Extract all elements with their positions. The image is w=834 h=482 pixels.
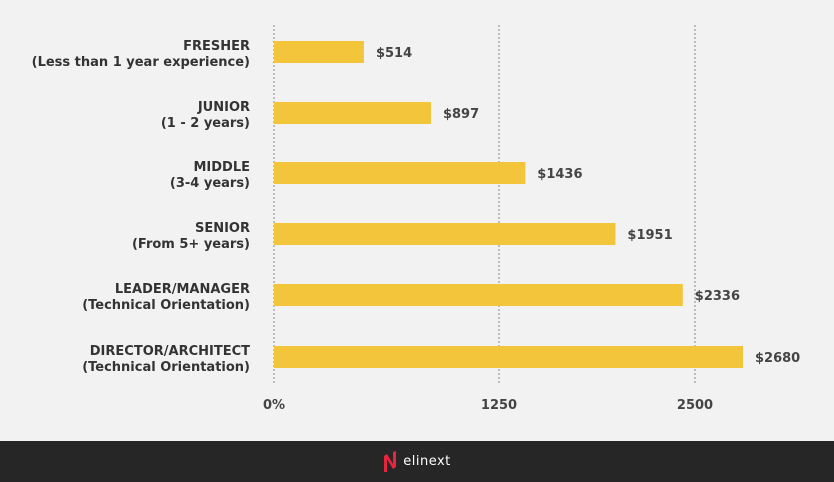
value-label: $1436 bbox=[537, 167, 582, 182]
category-subtitle: (Less than 1 year experience) bbox=[32, 55, 250, 70]
category-subtitle: (From 5+ years) bbox=[132, 237, 250, 252]
category-title: SENIOR bbox=[195, 221, 250, 236]
x-tick-label: 0% bbox=[263, 398, 285, 413]
value-label: $1951 bbox=[627, 228, 672, 243]
elinext-logo-icon bbox=[384, 450, 397, 472]
bar-middle bbox=[274, 162, 526, 184]
bar-fresher bbox=[274, 41, 364, 63]
category-title: JUNIOR bbox=[197, 100, 250, 115]
bars bbox=[274, 41, 743, 368]
category-subtitle: (1 - 2 years) bbox=[161, 116, 250, 131]
category-labels: FRESHER(Less than 1 year experience) JUNI… bbox=[32, 39, 250, 375]
category-title: FRESHER bbox=[183, 39, 250, 54]
bar-leader-manager bbox=[274, 284, 683, 306]
bar-senior bbox=[274, 223, 616, 245]
category-title: DIRECTOR/ARCHITECT bbox=[90, 344, 250, 359]
value-label: $2336 bbox=[695, 289, 740, 304]
value-label: $2680 bbox=[755, 351, 800, 366]
elinext-logo[interactable]: elinext bbox=[383, 450, 451, 473]
category-title: MIDDLE bbox=[193, 160, 250, 175]
category-subtitle: (3-4 years) bbox=[170, 176, 250, 191]
category-subtitle: (Technical Orientation) bbox=[82, 298, 250, 313]
bar-junior bbox=[274, 102, 431, 124]
gridlines bbox=[273, 25, 696, 385]
value-label: $514 bbox=[376, 46, 412, 61]
x-tick-label: 2500 bbox=[677, 398, 713, 413]
brand-name: elinext bbox=[403, 454, 451, 469]
value-labels: $514 $897 $1436 $1951 $2336 $2680 bbox=[376, 46, 800, 366]
category-subtitle: (Technical Orientation) bbox=[82, 360, 250, 375]
value-label: $897 bbox=[443, 107, 479, 122]
footer: elinext bbox=[0, 441, 834, 482]
bar-chart: FRESHER(Less than 1 year experience) JUNI… bbox=[32, 25, 800, 413]
bar-director-architect bbox=[274, 346, 743, 368]
category-title: LEADER/MANAGER bbox=[115, 282, 250, 297]
x-axis-ticks: 0% 1250 2500 bbox=[263, 398, 713, 413]
x-tick-label: 1250 bbox=[481, 398, 517, 413]
